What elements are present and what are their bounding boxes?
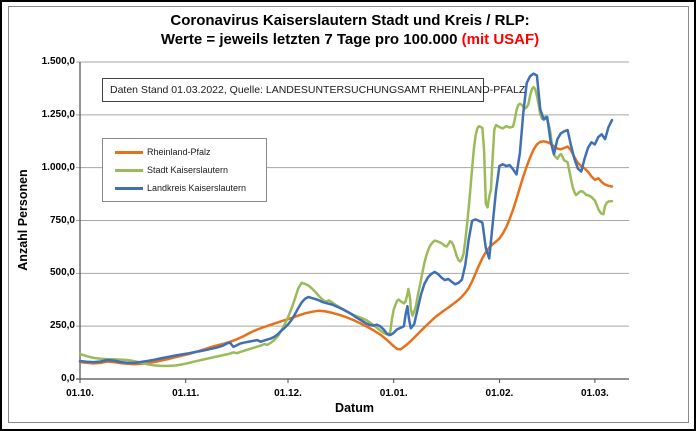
y-tick-label: 1.000,0 bbox=[41, 161, 75, 173]
legend-label: Stadt Kaiserslautern bbox=[147, 165, 229, 175]
legend-line-swatch bbox=[115, 150, 143, 154]
y-tick-label: 750,0 bbox=[49, 214, 75, 226]
legend-label: Rheinland-Pfalz bbox=[147, 147, 211, 157]
x-tick-label: 01.02. bbox=[485, 388, 514, 399]
legend-item: Landkreis Kaiserslautern bbox=[115, 183, 266, 193]
data-status-note: Daten Stand 01.03.2022, Quelle: LANDESUN… bbox=[102, 78, 525, 102]
x-tick-label: 01.01. bbox=[379, 388, 408, 399]
y-tick-label: 250,0 bbox=[49, 320, 75, 332]
chart-title-line2-text: Werte = jeweils letzten 7 Tage pro 100.0… bbox=[160, 31, 462, 48]
x-tick-label: 01.10. bbox=[66, 388, 94, 399]
chart-title-line1: Coronavirus Kaiserslautern Stadt und Kre… bbox=[170, 12, 530, 29]
legend-line-swatch bbox=[115, 186, 143, 190]
series-line-rheinland-pfalz bbox=[78, 140, 614, 366]
x-tick-label: 01.03. bbox=[580, 388, 609, 399]
series-line-stadt-kaiserslautern bbox=[78, 85, 614, 368]
x-tick-label: 01.11. bbox=[172, 388, 200, 399]
x-tick-label: 01.12. bbox=[274, 388, 302, 399]
x-axis-title: Datum bbox=[335, 401, 374, 415]
legend-item: Rheinland-Pfalz bbox=[115, 147, 266, 157]
legend: Rheinland-Pfalz Stadt Kaiserslautern Landk… bbox=[102, 138, 267, 202]
chart-title-usaf-highlight: (mit USAF) bbox=[461, 31, 540, 48]
chart-title-line2: Werte = jeweils letzten 7 Tage pro 100.0… bbox=[2, 30, 694, 49]
legend-item: Stadt Kaiserslautern bbox=[115, 165, 266, 175]
y-tick-label: 500,0 bbox=[49, 267, 75, 279]
y-tick-label: 1.250,0 bbox=[41, 108, 75, 120]
series-line-landkreis-kaiserslautern bbox=[78, 72, 614, 365]
y-tick-label: 0,0 bbox=[61, 373, 75, 384]
legend-line-swatch bbox=[115, 168, 143, 172]
legend-label: Landkreis Kaiserslautern bbox=[147, 183, 247, 193]
chart-title: Coronavirus Kaiserslautern Stadt und Kre… bbox=[2, 11, 694, 49]
data-status-note-text: Daten Stand 01.03.2022, Quelle: LANDESUN… bbox=[110, 84, 526, 96]
y-tick-label: 1.500,0 bbox=[41, 56, 75, 67]
